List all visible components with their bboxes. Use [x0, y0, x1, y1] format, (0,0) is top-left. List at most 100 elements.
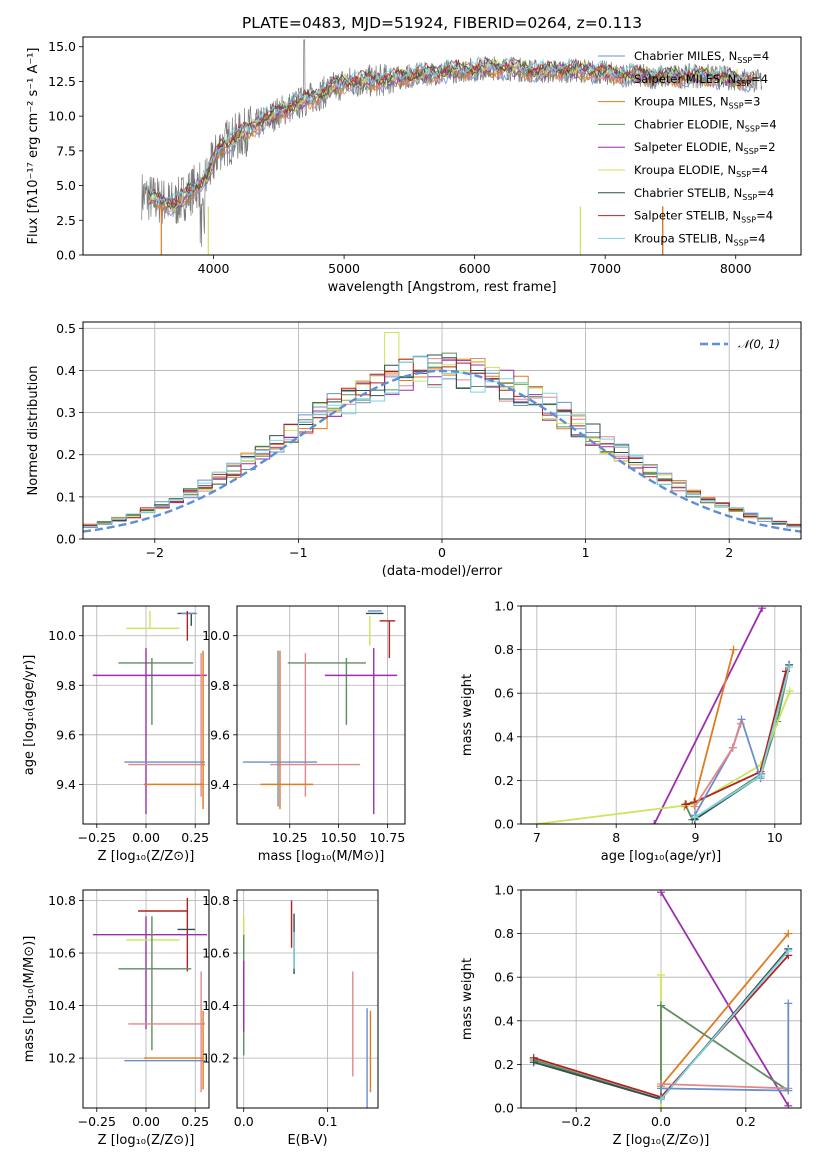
- x-tick-label: 9: [692, 830, 700, 845]
- x-tick-label: 0.0: [651, 1114, 671, 1129]
- weight-series: [657, 929, 793, 1091]
- plot-area: [529, 890, 793, 1108]
- legend-suffix: =4: [751, 72, 768, 86]
- weight-series-line: [536, 690, 791, 824]
- x-tick-label: 10.50: [321, 830, 357, 845]
- y-tick-label: 0.1: [56, 489, 76, 504]
- x-tick-label: 0.00: [132, 1114, 160, 1129]
- weight-vs-age-panel: 7 8 9 10 0.0 0.2 0.4 0.6 0.8 1.0 age [log₁₀(age/yr…: [460, 599, 802, 864]
- legend-suffix: =2: [759, 140, 776, 154]
- weight-series-line: [653, 607, 763, 824]
- x-tick-label: −2: [146, 545, 164, 560]
- legend-subscript: SSP: [736, 79, 751, 88]
- plot-area: [532, 606, 794, 824]
- plot-area: [243, 900, 372, 1108]
- x-axis-label: mass [log₁₀(M/M⊙)]: [258, 849, 385, 864]
- x-tick-label: 2: [725, 545, 733, 560]
- y-tick-label: 5.0: [56, 178, 76, 193]
- weight-series: [650, 606, 767, 824]
- x-tick-label: 0: [438, 545, 446, 560]
- x-tick-label: −0.25: [78, 1114, 116, 1129]
- weight-point-marker: [756, 772, 765, 781]
- age-vs-Z-panel: −0.25 0.00 0.25 9.4 9.6 9.8 10.0 Z [log₁₀(Z/Z⊙)…: [22, 605, 210, 864]
- y-tick-label: 0.5: [56, 321, 76, 336]
- y-tick-label: 12.5: [48, 74, 76, 89]
- weight-point-marker: [690, 813, 699, 822]
- error-bar: [126, 610, 180, 629]
- mass-vs-ebv-panel: 0.0 0.1 10.2 10.4 10.6 10.8 E(B-V): [202, 889, 379, 1148]
- legend-label: 𝒩(0, 1): [738, 337, 780, 351]
- plot-area: [92, 610, 208, 815]
- legend-label: Chabrier ELODIE, N: [634, 117, 745, 131]
- plot-area: [83, 332, 801, 533]
- grid-lines: [521, 605, 801, 825]
- error-bar: [144, 650, 204, 810]
- weight-point-marker: [657, 971, 665, 980]
- x-tick-label: −0.2: [561, 1114, 591, 1129]
- legend-suffix: =4: [751, 163, 768, 177]
- weight-point-marker: [728, 743, 737, 752]
- weight-point-marker: [657, 1084, 665, 1093]
- y-tick-label: 0.2: [494, 773, 514, 788]
- weight-point-marker: [785, 687, 794, 696]
- legend-suffix: =4: [760, 117, 777, 131]
- legend-subscript: SSP: [736, 170, 751, 179]
- weight-point-marker: [681, 800, 690, 809]
- weight-point-marker: [784, 1101, 793, 1108]
- error-bar: [270, 653, 361, 797]
- weight-series: [532, 687, 794, 824]
- x-tick-label: −0.25: [78, 830, 116, 845]
- x-axis-label: E(B-V): [287, 1133, 327, 1148]
- weight-series-line: [693, 716, 762, 816]
- axes-frame: [236, 889, 379, 1109]
- x-axis-label: (data-model)/error: [382, 564, 503, 579]
- legend-label: Chabrier MILES, N: [634, 49, 737, 63]
- legend-subscript: SSP: [744, 147, 759, 156]
- y-tick-label: 0.0: [494, 1101, 514, 1116]
- x-tick-label: 8: [612, 830, 620, 845]
- y-tick-label: 10.4: [202, 998, 230, 1013]
- legend-entry: Salpeter STELIB, NSSP=4: [634, 209, 773, 225]
- y-tick-label: 0.4: [56, 363, 76, 378]
- legend-entry: Chabrier MILES, NSSP=4: [634, 49, 769, 65]
- y-tick-label: 0.6: [494, 686, 514, 701]
- x-tick-label: 0.25: [181, 1114, 209, 1129]
- legend-entry: Salpeter ELODIE, NSSP=2: [634, 140, 776, 156]
- y-tick-label: 0.2: [494, 1057, 514, 1072]
- weight-series-line: [660, 1083, 789, 1090]
- y-tick-label: 0.3: [56, 405, 76, 420]
- error-bar: [260, 650, 314, 810]
- y-tick-label: 2.5: [56, 213, 76, 228]
- x-tick-label: 8000: [720, 261, 752, 276]
- legend-entry: Kroupa ELODIE, NSSP=4: [634, 163, 768, 179]
- legend-entry: Kroupa STELIB, NSSP=4: [634, 231, 765, 247]
- legend-subscript: SSP: [742, 193, 757, 202]
- x-axis-label: Z [log₁₀(Z/Z⊙)]: [98, 1133, 195, 1148]
- x-axis-label: Z [log₁₀(Z/Z⊙)]: [98, 849, 195, 864]
- weight-point-marker: [650, 820, 659, 824]
- y-tick-label: 0.6: [494, 970, 514, 985]
- legend-suffix: =4: [757, 186, 774, 200]
- weight-point-marker: [758, 606, 767, 613]
- weight-series: [657, 999, 793, 1095]
- weight-point-marker: [784, 999, 793, 1008]
- legend-label: Salpeter MILES, N: [634, 72, 736, 86]
- x-tick-label: 0.2: [736, 1114, 756, 1129]
- y-axis-label: Normed distribution: [26, 366, 41, 496]
- y-tick-label: 10.2: [48, 1051, 76, 1066]
- x-tick-label: −1: [289, 545, 307, 560]
- legend-subscript: SSP: [745, 124, 760, 133]
- y-axis-label: mass weight: [460, 958, 475, 1040]
- legend-label: Kroupa ELODIE, N: [634, 163, 736, 177]
- error-bar: [177, 612, 196, 626]
- weight-point-marker: [736, 719, 745, 728]
- weight-point-marker: [737, 715, 746, 724]
- weight-series: [657, 890, 793, 1108]
- weight-point-marker: [690, 802, 699, 811]
- weight-series-line: [660, 933, 789, 1087]
- x-tick-label: 10.75: [370, 830, 406, 845]
- y-tick-label: 1.0: [494, 883, 514, 898]
- weight-series-line: [660, 891, 790, 1107]
- y-axis-label: Flux [fλ10⁻¹⁷ erg cm⁻² s⁻¹ A⁻¹]: [26, 48, 41, 245]
